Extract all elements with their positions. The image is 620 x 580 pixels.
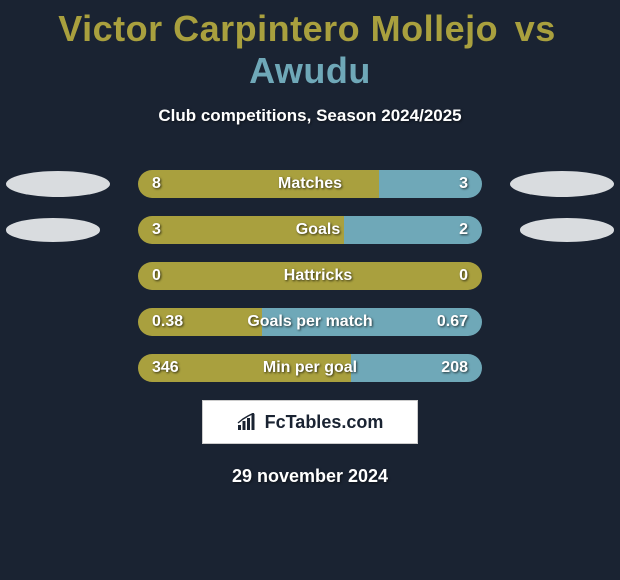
stat-bar: 346 208 Min per goal [138,354,482,382]
stat-bar: 8 3 Matches [138,170,482,198]
stat-bar: 0 0 Hattricks [138,262,482,290]
stat-value-left: 0 [152,267,161,285]
avatar-right [510,171,614,197]
subtitle: Club competitions, Season 2024/2025 [0,106,620,126]
stat-row: 3 2 Goals [0,216,620,244]
stat-metric-label: Min per goal [263,359,357,377]
avatar-left [6,218,100,241]
stat-row: 0.38 0.67 Goals per match [0,308,620,336]
stat-metric-label: Goals per match [247,313,372,331]
player1-name: Victor Carpintero Mollejo [58,8,498,49]
avatar-left [6,171,110,197]
stat-value-right: 0.67 [437,313,468,331]
stat-value-left: 8 [152,175,161,193]
branding-badge: FcTables.com [202,400,418,444]
avatar-right [520,218,614,241]
stat-value-right: 0 [459,267,468,285]
stat-value-left: 3 [152,221,161,239]
stat-bar: 0.38 0.67 Goals per match [138,308,482,336]
date-label: 29 november 2024 [0,466,620,487]
stat-metric-label: Goals [296,221,340,239]
stat-metric-label: Matches [278,175,342,193]
stat-bar: 3 2 Goals [138,216,482,244]
vs-separator: vs [515,8,556,49]
stat-value-right: 3 [459,175,468,193]
stat-value-right: 2 [459,221,468,239]
stat-value-left: 0.38 [152,313,183,331]
bar-left-segment [138,170,379,198]
stat-value-right: 208 [441,359,468,377]
stat-row: 8 3 Matches [0,170,620,198]
stat-value-left: 346 [152,359,179,377]
comparison-title: Victor Carpintero Mollejo vs Awudu [0,0,620,92]
chart-icon [237,413,259,431]
stat-row: 346 208 Min per goal [0,354,620,382]
stat-rows: 8 3 Matches 3 2 Goals 0 0 Hattricks 0.38 0.67 Goals… [0,170,620,382]
player2-name: Awudu [249,50,371,91]
stat-metric-label: Hattricks [284,267,352,285]
branding-text: FcTables.com [265,412,384,433]
stat-row: 0 0 Hattricks [0,262,620,290]
